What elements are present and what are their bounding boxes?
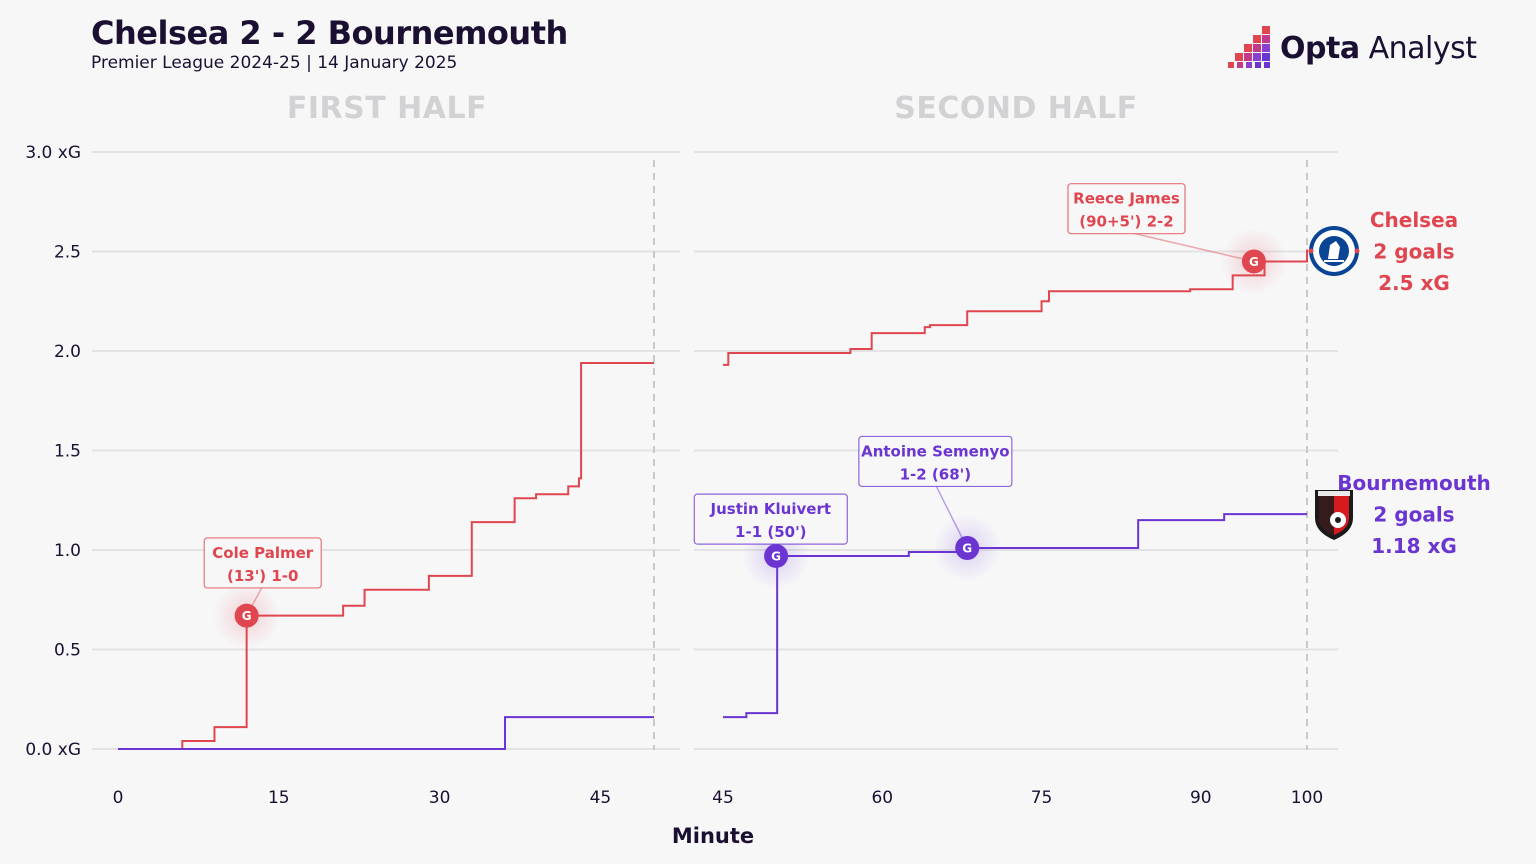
goal-detail: 1-2 (68')	[900, 465, 972, 483]
bournemouth-goals-label: 2 goals	[1373, 503, 1454, 527]
chelsea-first-half-line	[118, 361, 654, 750]
x-tick-label: 30	[429, 788, 451, 808]
goal-marker	[234, 603, 259, 628]
brand-wordmark: Opta Analyst	[1280, 31, 1477, 66]
y-tick-label: 2.5	[54, 243, 81, 263]
goal-scorer: Justin Kluivert	[710, 500, 832, 518]
y-tick-label: 0.0 xG	[25, 740, 81, 760]
chelsea-xg-label: 2.5 xG	[1378, 271, 1450, 295]
x-tick-label: 0	[113, 788, 124, 808]
goal-marker	[955, 536, 980, 561]
x-tick-label: 45	[590, 788, 612, 808]
goal-scorer: Cole Palmer	[212, 544, 314, 562]
y-tick-label: 0.5	[54, 641, 81, 661]
goal-detail: (13') 1-0	[227, 567, 299, 585]
y-tick-label: 1.0	[54, 541, 81, 561]
y-tick-label: 2.0	[54, 342, 81, 362]
x-tick-label: 75	[1031, 788, 1053, 808]
team-badges: Chelsea 2 goals 2.5 xG Bournemouth 2 goals 1.…	[1308, 208, 1491, 558]
goal-marker-letter: G	[962, 542, 972, 556]
x-tick-label: 45	[712, 788, 734, 808]
brand-bold: Opta	[1280, 30, 1360, 66]
x-tick-label: 15	[268, 788, 290, 808]
bournemouth-name-label: Bournemouth	[1337, 471, 1491, 495]
chelsea-goals-label: 2 goals	[1373, 240, 1454, 264]
y-tick-label: 1.5	[54, 442, 81, 462]
x-tick-label: 100	[1291, 788, 1323, 808]
bournemouth-second-half-line	[723, 513, 1307, 719]
x-tick-label: 90	[1190, 788, 1212, 808]
goal-detail: 1-1 (50')	[735, 523, 807, 541]
x-axis-label: Minute	[672, 824, 754, 848]
chelsea-second-half-line	[723, 249, 1308, 366]
opta-analyst-logo: Opta Analyst	[1228, 26, 1477, 70]
goal-label-box	[203, 537, 322, 589]
chart-subtitle: Premier League 2024-25 | 14 January 2025	[91, 53, 458, 73]
opta-pixel-icon	[1228, 26, 1270, 68]
goal-scorer: Reece James	[1073, 190, 1180, 208]
goal-marker	[1241, 249, 1266, 274]
half-title: SECOND HALF	[894, 91, 1138, 126]
goal-label-box	[858, 435, 1013, 488]
goal-label-box	[693, 493, 848, 545]
chart-title: Chelsea 2 - 2 Bournemouth	[91, 14, 568, 52]
half-title: FIRST HALF	[287, 91, 487, 126]
gridlines	[92, 151, 1338, 750]
goal-detail: (90+5') 2-2	[1079, 213, 1174, 231]
axes: 0.0 xG 0.5 1.0 1.5 2.0 2.5 3.0 xG FIRST HALF 0 15…	[25, 91, 1323, 848]
goal-marker	[764, 543, 789, 568]
goal-label-box	[1067, 183, 1186, 235]
goal-marker-letter: G	[242, 609, 252, 623]
chelsea-crest-icon	[1308, 226, 1360, 276]
goal-marker-letter: G	[1249, 255, 1259, 269]
series-lines	[118, 249, 1308, 750]
goal-scorer: Antoine Semenyo	[861, 442, 1010, 460]
brand-light: Analyst	[1359, 30, 1477, 66]
goal-annotations: G Cole Palmer (13') 1-0 G Reece James (90+5')…	[203, 183, 1288, 650]
bournemouth-crest-icon	[1315, 490, 1353, 540]
y-tick-label: 3.0 xG	[25, 143, 81, 163]
x-tick-label: 60	[871, 788, 893, 808]
goal-marker-letter: G	[771, 549, 781, 563]
bournemouth-xg-label: 1.18 xG	[1371, 534, 1457, 558]
chelsea-name-label: Chelsea	[1370, 208, 1458, 232]
bournemouth-first-half-line	[118, 716, 654, 750]
